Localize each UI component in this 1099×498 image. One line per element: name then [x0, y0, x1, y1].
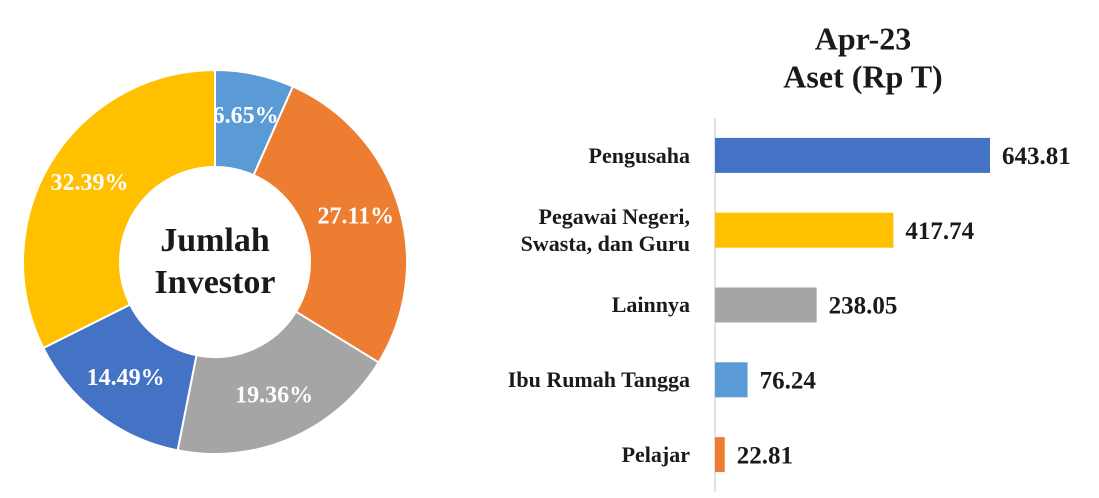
category-label-box: Pegawai Negeri, Swasta, dan Guru	[520, 203, 690, 257]
center-label: Jumlah	[160, 222, 270, 259]
center-label: Investor	[155, 264, 276, 301]
bar	[715, 137, 990, 173]
donut-slice	[41, 303, 198, 452]
bar	[715, 437, 725, 473]
category-label: Lainnya	[611, 292, 690, 318]
chart-title: Aset (Rp T)	[783, 58, 942, 94]
bar	[715, 362, 748, 398]
category-label-box: Ibu Rumah Tangga	[507, 367, 690, 393]
bar	[715, 287, 817, 323]
category-label: Pegawai Negeri, Swasta, dan Guru	[520, 203, 690, 257]
data-label: 19.36%	[235, 383, 313, 409]
category-label: Pengusaha	[588, 142, 690, 168]
category-label: Pelajar	[621, 441, 690, 467]
donut-slice	[252, 85, 408, 364]
category-label: Ibu Rumah Tangga	[507, 367, 690, 393]
data-label: 238.05	[829, 293, 898, 320]
donut-slice	[176, 310, 381, 455]
data-label: 76.24	[760, 368, 817, 395]
bar	[715, 212, 894, 248]
data-label: 6.65%	[213, 103, 279, 129]
data-label: 22.81	[737, 442, 793, 469]
data-label: 32.39%	[51, 170, 129, 196]
data-label: 643.81	[1002, 143, 1071, 170]
category-label-box: Lainnya	[611, 292, 690, 318]
data-label: 27.11%	[318, 204, 395, 230]
data-label: 417.74	[905, 218, 974, 245]
data-label: 14.49%	[87, 365, 165, 391]
donut-slice	[22, 68, 216, 350]
category-label-box: Pelajar	[621, 441, 690, 467]
category-label-box: Pengusaha	[588, 142, 690, 168]
chart-title: Apr-23	[815, 20, 912, 56]
